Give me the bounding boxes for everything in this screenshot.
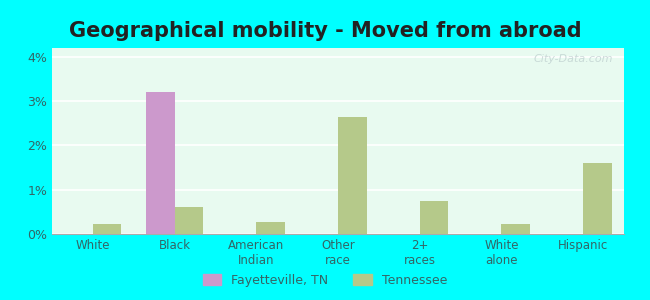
- Text: City-Data.com: City-Data.com: [533, 54, 612, 64]
- Bar: [93, 224, 122, 234]
- Bar: [501, 224, 530, 234]
- Text: Geographical mobility - Moved from abroad: Geographical mobility - Moved from abroa…: [69, 21, 581, 41]
- Bar: [583, 163, 612, 234]
- Bar: [256, 222, 285, 234]
- Bar: [175, 207, 203, 234]
- Legend: Fayetteville, TN, Tennessee: Fayetteville, TN, Tennessee: [199, 270, 451, 291]
- Bar: [420, 201, 448, 234]
- Bar: [338, 117, 367, 234]
- Bar: [146, 92, 175, 234]
